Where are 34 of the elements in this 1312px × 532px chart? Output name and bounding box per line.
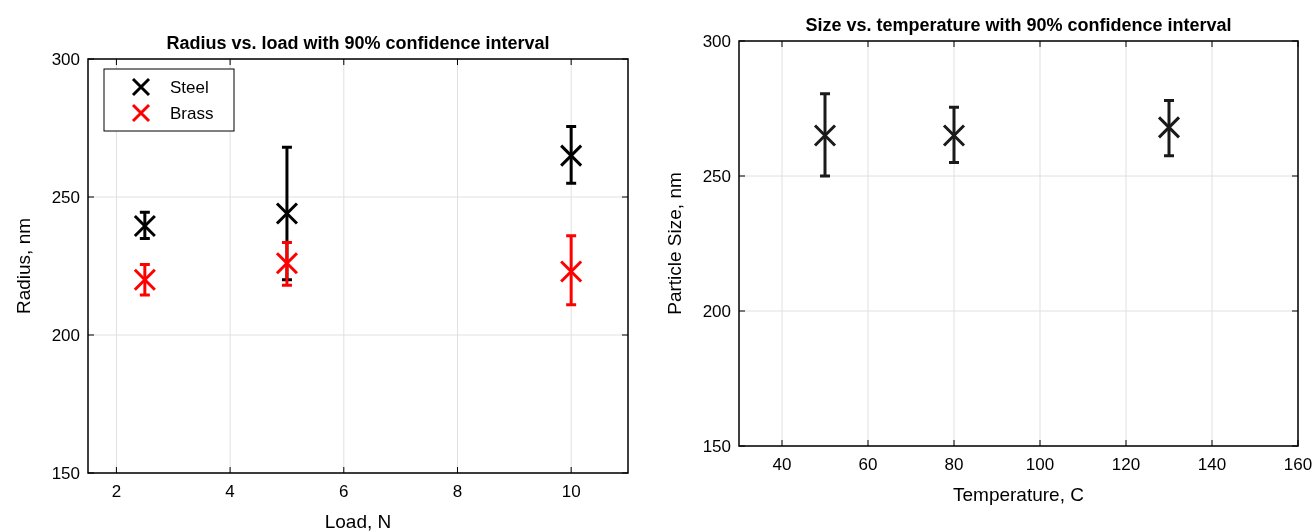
y-tick-label: 250 — [702, 167, 731, 186]
y-tick-label: 150 — [702, 437, 731, 456]
point — [559, 260, 583, 284]
point — [275, 251, 299, 275]
x-tick-label: 100 — [1025, 455, 1055, 474]
point — [133, 214, 157, 238]
x-axis-title: Load, N — [324, 511, 392, 532]
point — [559, 144, 583, 168]
x-tick-label: 40 — [772, 455, 792, 474]
chart-title: Radius vs. load with 90% confidence interval — [166, 33, 550, 53]
y-tick-label: 250 — [51, 188, 80, 207]
x-tick-label: 160 — [1283, 455, 1312, 474]
x-axis-title: Temperature, C — [953, 484, 1084, 505]
y-axis-title: Radius, nm — [13, 217, 34, 315]
y-axis-title: Particle Size, nm — [664, 172, 685, 315]
x-tick-label: 8 — [452, 482, 463, 501]
x-tick-label: 60 — [858, 455, 878, 474]
y-tick-label: 300 — [51, 50, 80, 69]
x-tick-label: 4 — [225, 482, 235, 501]
x-tick-label: 2 — [111, 482, 122, 501]
y-tick-label: 200 — [51, 326, 80, 345]
y-tick-label: 300 — [702, 32, 731, 51]
point — [275, 202, 299, 226]
legend-label: Brass — [170, 104, 214, 123]
x-tick-label: 10 — [561, 482, 581, 501]
legend-label: Steel — [170, 78, 209, 97]
y-tick-label: 150 — [51, 464, 80, 483]
x-tick-label: 6 — [339, 482, 349, 501]
y-tick-label: 200 — [702, 302, 731, 321]
x-tick-label: 80 — [944, 455, 964, 474]
x-tick-label: 140 — [1197, 455, 1227, 474]
chart-title: Size vs. temperature with 90% confidence interval — [805, 15, 1232, 35]
x-tick-label: 120 — [1111, 455, 1141, 474]
point — [133, 268, 157, 292]
